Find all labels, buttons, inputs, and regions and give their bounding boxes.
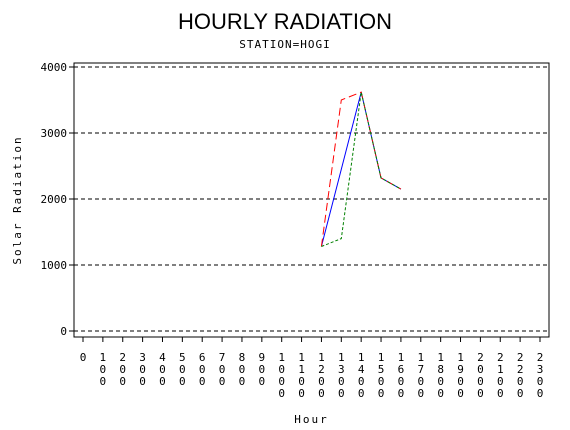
y-tick-label-0: 0	[60, 325, 67, 338]
axis-layer	[69, 62, 550, 342]
series-line-1	[320, 91, 402, 247]
x-tick-label-0: 0	[80, 351, 87, 364]
y-axis-label: Solar Radiation	[11, 135, 24, 264]
y-tick-label-4000: 4000	[41, 61, 68, 74]
x-axis-label: Hour	[294, 413, 329, 426]
series-layer	[320, 91, 402, 247]
y-tick-label-2000: 2000	[41, 193, 68, 206]
series-line-3	[321, 91, 402, 247]
grid-layer	[74, 66, 549, 332]
y-tick-label-3000: 3000	[41, 127, 68, 140]
y-tick-label-1000: 1000	[41, 259, 68, 272]
series-line-2	[320, 91, 402, 247]
chart-subtitle: STATION=HOGI	[239, 38, 330, 51]
label-layer: 0 1000 2000 3000 4000 0 1 0 0 2 0 0 3 0 0 4 0 0 5 0 0 6 0 0 7 0 0 8…	[11, 61, 543, 426]
chart-title: HOURLY RADIATION	[178, 9, 392, 34]
plot-frame	[73, 62, 550, 338]
